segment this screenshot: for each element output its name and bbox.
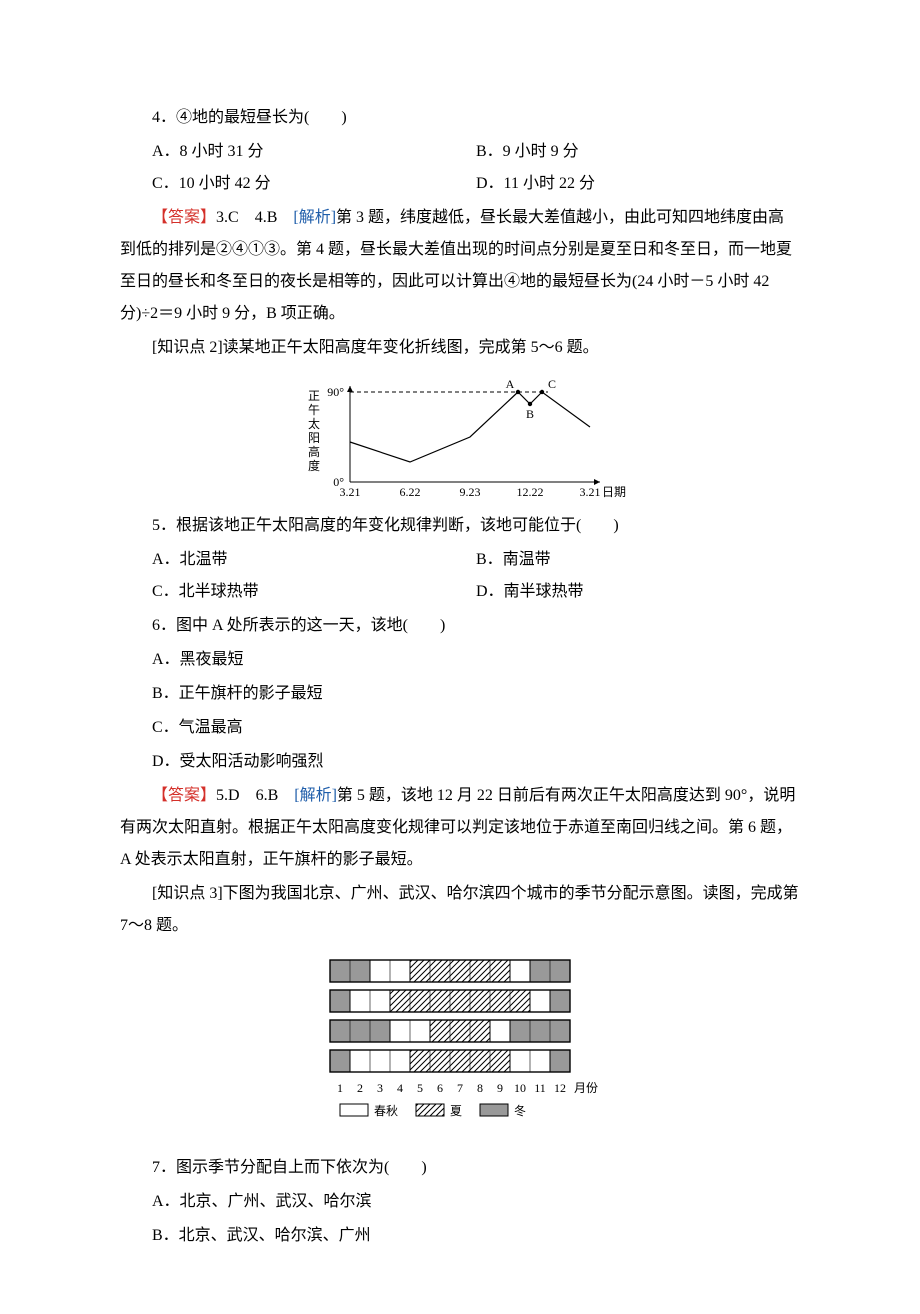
answer-5-6: 【答案】5.D 6.B [解析]第 5 题，该地 12 月 22 日前后有两次正… xyxy=(120,780,800,876)
explain-label-56: [解析] xyxy=(294,787,337,804)
svg-text:B: B xyxy=(526,407,534,421)
q4-opt-a: A．8 小时 31 分 xyxy=(152,136,476,168)
q4-opt-d: D．11 小时 22 分 xyxy=(476,168,800,200)
svg-text:9: 9 xyxy=(497,1081,503,1095)
svg-text:7: 7 xyxy=(457,1081,463,1095)
svg-text:午: 午 xyxy=(308,403,320,417)
q7-opt-a: A．北京、广州、武汉、哈尔滨 xyxy=(120,1186,800,1218)
question-5-text: 5．根据该地正午太阳高度的年变化规律判断，该地可能位于( ) xyxy=(120,510,800,542)
q4-options-row1: A．8 小时 31 分 B．9 小时 9 分 xyxy=(152,136,800,168)
svg-text:阳: 阳 xyxy=(308,431,320,445)
svg-text:8: 8 xyxy=(477,1081,483,1095)
q7-opt-b: B．北京、武汉、哈尔滨、广州 xyxy=(120,1220,800,1252)
answer-text-34: 3.C 4.B xyxy=(216,209,293,226)
svg-text:日期: 日期 xyxy=(602,485,626,499)
svg-text:A: A xyxy=(506,377,515,391)
q4-opt-b: B．9 小时 9 分 xyxy=(476,136,800,168)
q5-options-row1: A．北温带 B．南温带 xyxy=(152,544,800,576)
q6-opt-c: C．气温最高 xyxy=(120,712,800,744)
svg-text:正: 正 xyxy=(308,389,320,403)
q5-opt-a: A．北温带 xyxy=(152,544,476,576)
svg-text:5: 5 xyxy=(417,1081,423,1095)
chart2-svg: 123456789101112月份春秋夏冬 xyxy=(300,952,620,1142)
svg-text:9.23: 9.23 xyxy=(460,485,481,499)
q5-opt-c: C．北半球热带 xyxy=(152,576,476,608)
chart-noon-sun-altitude: 正午太阳高度90°0°ABC3.216.229.2312.223.21日期 xyxy=(120,372,800,502)
svg-text:12.22: 12.22 xyxy=(517,485,544,499)
svg-text:3.21: 3.21 xyxy=(580,485,601,499)
question-7-text: 7．图示季节分配自上而下依次为( ) xyxy=(120,1152,800,1184)
kp2-intro: [知识点 2]读某地正午太阳高度年变化折线图，完成第 5～6 题。 xyxy=(120,332,800,364)
q6-opt-d: D．受太阳活动影响强烈 xyxy=(120,746,800,778)
svg-text:2: 2 xyxy=(357,1081,363,1095)
svg-text:11: 11 xyxy=(534,1081,546,1095)
q5-opt-b: B．南温带 xyxy=(476,544,800,576)
svg-text:高: 高 xyxy=(308,444,320,459)
q5-opt-d: D．南半球热带 xyxy=(476,576,800,608)
question-6-text: 6．图中 A 处所表示的这一天，该地( ) xyxy=(120,610,800,642)
svg-text:10: 10 xyxy=(514,1081,526,1095)
svg-text:1: 1 xyxy=(337,1081,343,1095)
svg-text:太: 太 xyxy=(308,416,320,431)
svg-text:6: 6 xyxy=(437,1081,443,1095)
svg-text:度: 度 xyxy=(308,458,320,473)
q5-options-row2: C．北半球热带 D．南半球热带 xyxy=(152,576,800,608)
svg-text:月份: 月份 xyxy=(574,1081,598,1095)
svg-text:春秋: 春秋 xyxy=(374,1104,398,1118)
answer-text-56: 5.D 6.B xyxy=(216,787,294,804)
question-4-text: 4．④地的最短昼长为( ) xyxy=(120,102,800,134)
svg-text:90°: 90° xyxy=(327,385,344,399)
svg-text:3: 3 xyxy=(377,1081,383,1095)
q4-options-row2: C．10 小时 42 分 D．11 小时 22 分 xyxy=(152,168,800,200)
svg-text:夏: 夏 xyxy=(450,1104,462,1118)
svg-text:4: 4 xyxy=(397,1081,403,1095)
q6-opt-b: B．正午旗杆的影子最短 xyxy=(120,678,800,710)
svg-text:12: 12 xyxy=(554,1081,566,1095)
svg-text:冬: 冬 xyxy=(514,1103,526,1118)
chart1-svg: 正午太阳高度90°0°ABC3.216.229.2312.223.21日期 xyxy=(290,372,630,502)
svg-text:3.21: 3.21 xyxy=(340,485,361,499)
explain-label: [解析] xyxy=(293,209,336,226)
q6-opt-a: A．黑夜最短 xyxy=(120,644,800,676)
answer-label: 【答案】 xyxy=(152,209,216,226)
answer-3-4: 【答案】3.C 4.B [解析]第 3 题，纬度越低，昼长最大差值越小，由此可知… xyxy=(120,202,800,330)
kp3-intro: [知识点 3]下图为我国北京、广州、武汉、哈尔滨四个城市的季节分配示意图。读图，… xyxy=(120,878,800,942)
answer-label-56: 【答案】 xyxy=(152,787,216,804)
svg-text:C: C xyxy=(548,377,556,391)
chart-season-distribution: 123456789101112月份春秋夏冬 xyxy=(120,952,800,1142)
q4-opt-c: C．10 小时 42 分 xyxy=(152,168,476,200)
svg-text:6.22: 6.22 xyxy=(400,485,421,499)
